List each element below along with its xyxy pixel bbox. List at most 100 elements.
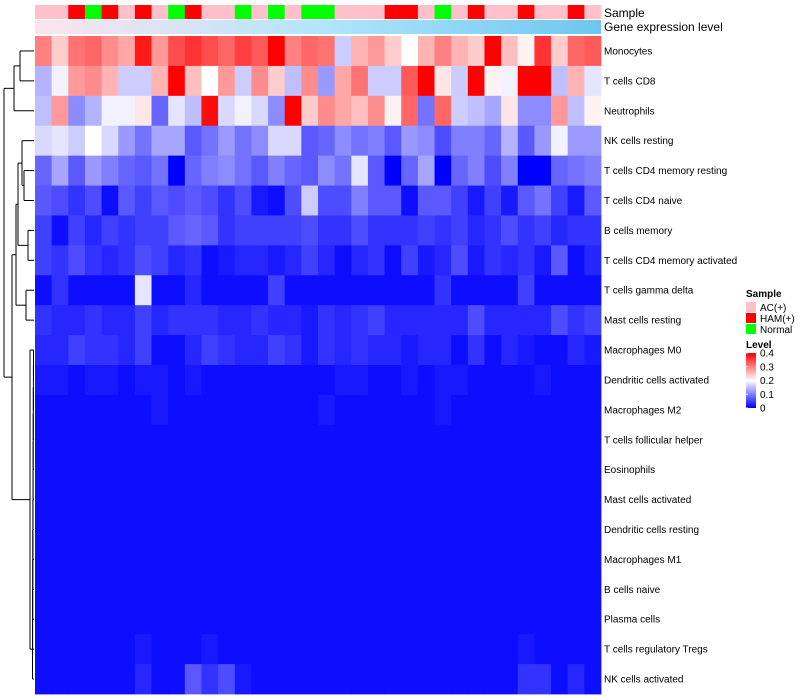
heatmap-cell xyxy=(384,36,402,67)
heatmap-cell xyxy=(484,245,502,276)
heatmap-cell xyxy=(551,514,569,545)
heatmap-cell xyxy=(234,365,252,396)
heatmap-cell xyxy=(151,634,169,665)
heatmap-cell xyxy=(318,634,336,665)
heatmap-cell xyxy=(318,245,336,276)
heatmap-cell xyxy=(434,185,452,216)
heatmap-cell xyxy=(584,185,602,216)
heatmap-cell xyxy=(334,544,352,575)
heatmap-cell xyxy=(284,215,302,246)
heatmap-cell xyxy=(118,95,136,127)
heatmap-cell xyxy=(451,335,469,366)
heatmap-cell xyxy=(384,365,402,396)
heatmap-cell xyxy=(584,36,602,67)
heatmap-cell xyxy=(567,514,585,545)
heatmap-cell xyxy=(168,185,186,216)
heatmap-cell xyxy=(151,514,169,545)
heatmap-cell xyxy=(551,65,569,97)
heatmap-cell xyxy=(134,155,152,186)
heatmap-cell xyxy=(417,574,435,605)
heatmap-cell xyxy=(68,215,86,246)
heatmap-cell xyxy=(551,634,569,665)
sample-annotation-cell xyxy=(218,5,236,19)
heatmap-cell xyxy=(84,305,102,336)
heatmap-cell xyxy=(417,275,435,306)
heatmap-cell xyxy=(35,574,53,605)
heatmap-cell xyxy=(417,36,435,67)
heatmap-cell xyxy=(334,245,352,276)
heatmap-cell xyxy=(51,544,69,575)
heatmap-cell xyxy=(351,36,369,67)
heatmap-cell xyxy=(567,484,585,515)
heatmap-cell xyxy=(184,36,202,67)
heatmap-cell xyxy=(168,215,186,246)
heatmap-cell xyxy=(118,185,136,216)
heatmap-cell xyxy=(84,544,102,575)
heatmap-cell xyxy=(367,664,385,695)
heatmap-cell xyxy=(451,95,469,127)
heatmap-cell xyxy=(268,95,286,127)
heatmap-cell xyxy=(367,484,385,515)
heatmap-cell xyxy=(184,305,202,336)
heatmap-cell xyxy=(484,664,502,695)
heatmap-cell xyxy=(68,634,86,665)
heatmap-cell xyxy=(501,36,519,67)
heatmap-cell xyxy=(51,664,69,695)
heatmap-cell xyxy=(168,574,186,605)
heatmap-cell xyxy=(284,95,302,127)
heatmap-cell xyxy=(584,544,602,575)
heatmap-cell xyxy=(301,335,319,366)
heatmap-cell xyxy=(401,544,419,575)
level-legend-title: Level xyxy=(746,340,772,351)
heatmap-cell xyxy=(434,664,452,695)
heatmap-cell xyxy=(551,394,569,426)
heatmap-cell xyxy=(151,215,169,246)
heatmap-cell xyxy=(51,95,69,127)
heatmap-cell xyxy=(351,65,369,97)
heatmap-cell xyxy=(51,424,69,456)
heatmap-cell xyxy=(351,365,369,396)
heatmap-cell xyxy=(451,185,469,216)
heatmap-cell xyxy=(318,155,336,186)
heatmap-cell xyxy=(401,155,419,186)
heatmap-cell xyxy=(101,454,119,486)
heatmap-cell xyxy=(284,394,302,426)
heatmap-cell xyxy=(201,424,219,456)
heatmap-cell xyxy=(234,484,252,515)
heatmap-cell xyxy=(367,365,385,396)
heatmap-cell xyxy=(234,95,252,127)
sample-annotation-cell xyxy=(168,5,186,19)
heatmap-cell xyxy=(84,454,102,486)
heatmap-cell xyxy=(567,394,585,426)
heatmap-cell xyxy=(517,574,535,605)
heatmap-cell xyxy=(484,185,502,216)
heatmap-cell xyxy=(234,185,252,216)
heatmap-cell xyxy=(84,335,102,366)
heatmap-cell xyxy=(401,245,419,276)
heatmap-cell xyxy=(301,484,319,515)
heatmap-cell xyxy=(51,125,69,157)
heatmap-cell xyxy=(551,275,569,306)
heatmap-cell xyxy=(367,574,385,605)
heatmap-cell xyxy=(584,664,602,695)
heatmap-cell xyxy=(68,454,86,486)
sample-annotation-cell xyxy=(367,5,385,19)
heatmap-cell xyxy=(268,65,286,97)
heatmap-cell xyxy=(251,514,269,545)
heatmap-cell xyxy=(351,245,369,276)
heatmap-cell xyxy=(501,574,519,605)
row-label: T cells CD4 memory activated xyxy=(604,256,737,267)
heatmap-cell xyxy=(334,305,352,336)
heatmap-cell xyxy=(417,335,435,366)
heatmap-cell xyxy=(434,574,452,605)
heatmap-cell xyxy=(84,245,102,276)
heatmap-cell xyxy=(268,125,286,157)
heatmap-cell xyxy=(118,125,136,157)
heatmap-cell xyxy=(467,335,485,366)
heatmap-cell xyxy=(284,65,302,97)
heatmap-cell xyxy=(268,365,286,396)
row-label: NK cells resting xyxy=(604,136,673,147)
heatmap-cell xyxy=(35,424,53,456)
heatmap-cell xyxy=(151,604,169,635)
